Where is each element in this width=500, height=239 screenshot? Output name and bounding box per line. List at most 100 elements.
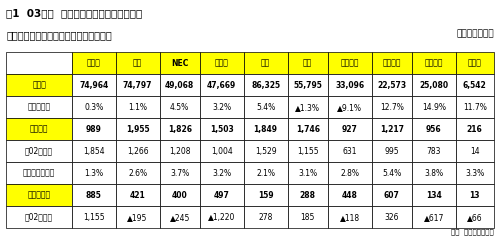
Bar — [372, 74, 412, 96]
Text: 86,325: 86,325 — [251, 81, 280, 90]
Bar — [160, 118, 200, 140]
Text: 東芝: 東芝 — [303, 59, 312, 68]
Bar — [412, 96, 456, 118]
Bar — [244, 118, 288, 140]
Bar — [328, 162, 372, 184]
Text: 6,542: 6,542 — [463, 81, 486, 90]
Text: ▲195: ▲195 — [128, 213, 148, 222]
Bar — [288, 52, 328, 74]
Text: 富士通: 富士通 — [215, 59, 228, 68]
Text: （営業利益率）: （営業利益率） — [23, 169, 56, 178]
Bar — [288, 96, 328, 118]
Bar — [456, 52, 494, 74]
Text: 当期純利益: 当期純利益 — [28, 191, 50, 200]
Text: 1.3%: 1.3% — [84, 169, 103, 178]
Text: 3.8%: 3.8% — [424, 169, 444, 178]
Bar — [372, 162, 412, 184]
Bar — [6, 96, 72, 118]
Bar — [160, 52, 200, 74]
Text: 3.2%: 3.2% — [212, 103, 232, 112]
Bar — [6, 52, 72, 74]
Bar — [412, 162, 456, 184]
Text: NEC: NEC — [171, 59, 188, 68]
Bar — [412, 184, 456, 206]
Text: 三菱電機: 三菱電機 — [340, 59, 359, 68]
Text: 14.9%: 14.9% — [422, 103, 446, 112]
Text: シャープ: シャープ — [382, 59, 401, 68]
Bar — [160, 162, 200, 184]
Bar — [72, 74, 116, 96]
Text: 326: 326 — [384, 213, 399, 222]
Bar — [200, 140, 244, 162]
Bar — [200, 96, 244, 118]
Text: 956: 956 — [426, 125, 442, 134]
Text: 1,854: 1,854 — [83, 147, 104, 156]
Bar — [244, 96, 288, 118]
Text: 400: 400 — [172, 191, 188, 200]
Text: ▲9.1%: ▲9.1% — [338, 103, 362, 112]
Bar — [116, 184, 160, 206]
Bar — [116, 96, 160, 118]
Text: 22,573: 22,573 — [378, 81, 406, 90]
Bar — [116, 206, 160, 228]
Bar — [72, 96, 116, 118]
Bar — [116, 162, 160, 184]
Bar — [160, 184, 200, 206]
Text: 2.1%: 2.1% — [256, 169, 275, 178]
Bar — [160, 74, 200, 96]
Bar — [288, 140, 328, 162]
Bar — [6, 118, 72, 140]
Text: 営業利益: 営業利益 — [30, 125, 48, 134]
Bar — [200, 118, 244, 140]
Text: 885: 885 — [86, 191, 102, 200]
Bar — [288, 206, 328, 228]
Bar — [244, 52, 288, 74]
Text: 74,797: 74,797 — [123, 81, 152, 90]
Bar — [72, 52, 116, 74]
Bar — [160, 206, 200, 228]
Bar — [372, 52, 412, 74]
Text: 三洋電機: 三洋電機 — [424, 59, 443, 68]
Text: （単位：億円）: （単位：億円） — [456, 30, 494, 39]
Bar — [6, 140, 72, 162]
Text: 11.7%: 11.7% — [463, 103, 486, 112]
Bar — [160, 96, 200, 118]
Bar — [372, 206, 412, 228]
Text: 159: 159 — [258, 191, 274, 200]
Bar — [288, 162, 328, 184]
Text: 4.5%: 4.5% — [170, 103, 190, 112]
Text: （02年度）: （02年度） — [25, 147, 53, 156]
Bar — [6, 74, 72, 96]
Bar — [200, 74, 244, 96]
Bar — [328, 206, 372, 228]
Bar — [116, 74, 160, 96]
Text: 134: 134 — [426, 191, 442, 200]
Text: 1,746: 1,746 — [296, 125, 320, 134]
Bar — [244, 74, 288, 96]
Text: 売上高: 売上高 — [32, 81, 46, 90]
Bar — [200, 184, 244, 206]
Text: ▲617: ▲617 — [424, 213, 444, 222]
Text: 1.1%: 1.1% — [128, 103, 147, 112]
Bar — [244, 184, 288, 206]
Bar — [412, 74, 456, 96]
Bar — [456, 74, 494, 96]
Bar — [72, 118, 116, 140]
Text: 47,669: 47,669 — [207, 81, 236, 90]
Text: 5.4%: 5.4% — [382, 169, 402, 178]
Bar — [456, 96, 494, 118]
Bar — [288, 118, 328, 140]
Text: 1,155: 1,155 — [83, 213, 104, 222]
Bar — [72, 184, 116, 206]
Bar — [372, 96, 412, 118]
Bar — [456, 140, 494, 162]
Text: 12.7%: 12.7% — [380, 103, 404, 112]
Text: 607: 607 — [384, 191, 400, 200]
Text: 日立: 日立 — [261, 59, 270, 68]
Bar — [6, 184, 72, 206]
Bar — [412, 206, 456, 228]
Text: 0.3%: 0.3% — [84, 103, 103, 112]
Text: 995: 995 — [384, 147, 399, 156]
Bar — [160, 140, 200, 162]
Bar — [72, 206, 116, 228]
